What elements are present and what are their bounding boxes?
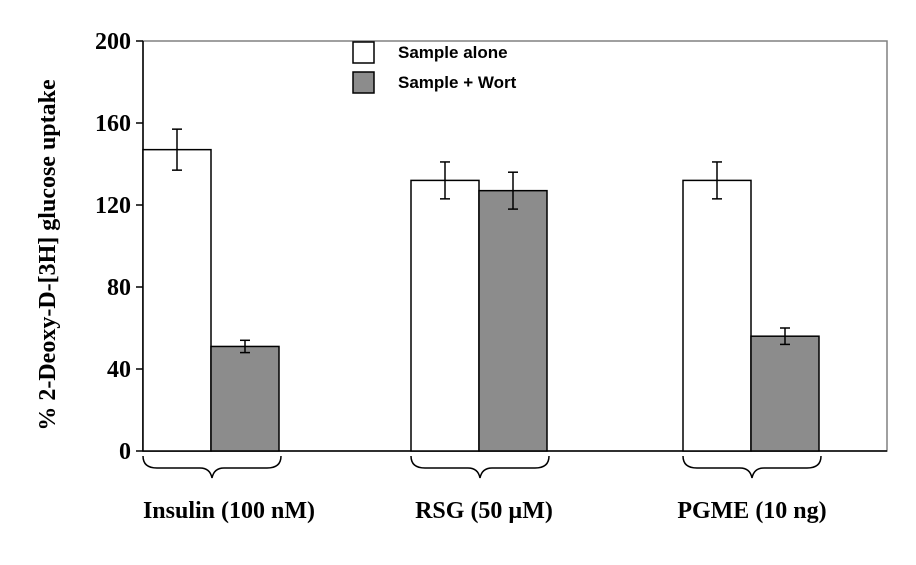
category-brace	[682, 455, 822, 479]
bar	[142, 148, 212, 452]
legend-swatch	[352, 41, 375, 64]
category-label: RSG (50 µM)	[415, 498, 553, 524]
legend-swatch	[352, 71, 375, 94]
y-tick-label: 40	[107, 357, 131, 383]
x-axis-labels: Insulin (100 nM) RSG (50 µM) PGME (10 ng)	[143, 498, 827, 524]
bar	[682, 179, 752, 452]
bar	[750, 335, 820, 452]
y-tick-label: 80	[107, 275, 131, 301]
error-bars	[172, 128, 790, 354]
bars	[142, 148, 820, 452]
y-tick-label: 120	[95, 193, 131, 219]
category-label: Insulin (100 nM)	[143, 498, 315, 524]
y-tick-label: 160	[95, 111, 131, 137]
category-label: PGME (10 ng)	[677, 498, 826, 524]
category-brace	[142, 455, 282, 479]
legend-label: Sample + Wort	[398, 73, 517, 92]
legend: Sample alone Sample + Wort	[352, 41, 517, 94]
y-axis-label: % 2-Deoxy-D-[3H] glucose uptake	[35, 79, 61, 431]
y-axis: 0 40 80 120 160 200	[95, 29, 143, 465]
bar	[210, 345, 280, 452]
bar	[478, 189, 548, 452]
category-braces	[142, 455, 822, 479]
category-brace	[410, 455, 550, 479]
y-tick-label: 0	[119, 439, 131, 465]
legend-label: Sample alone	[398, 43, 508, 62]
bar	[410, 179, 480, 452]
y-tick-label: 200	[95, 29, 131, 55]
